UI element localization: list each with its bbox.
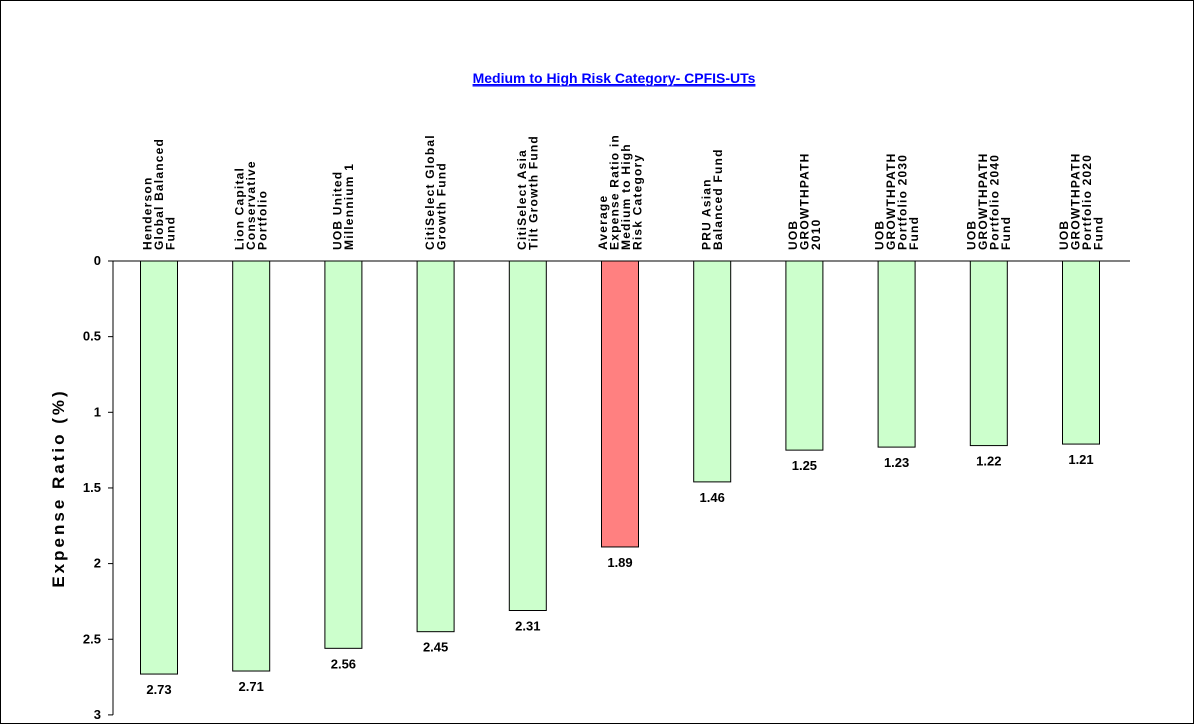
data-label: 2.56 <box>331 656 356 671</box>
data-label: 1.21 <box>1068 452 1093 467</box>
bar <box>1062 260 1100 445</box>
category-label-line: Balanced Fund <box>711 148 725 250</box>
axes: 0 0.5 1 1.5 2 2.5 3 <box>83 253 1130 722</box>
bar <box>232 260 271 672</box>
category-label-line: Medium to High <box>619 143 633 250</box>
category-label-line: Lion Capital <box>233 167 247 250</box>
category-label-line: Conservative <box>244 160 258 250</box>
bar <box>416 260 455 633</box>
bars <box>140 260 1100 675</box>
category-label-line: Growth Fund <box>434 162 448 250</box>
category-label-line: CitiSelect Global <box>423 134 437 250</box>
category-label-line: Expense Ratio in <box>607 134 621 250</box>
data-label: 2.45 <box>423 640 448 655</box>
bar <box>508 260 547 612</box>
category-label-line: Fund <box>907 216 921 250</box>
y-tick-label: 3 <box>94 707 101 722</box>
bar <box>969 260 1008 447</box>
bar <box>324 260 363 649</box>
category-label-line: Portfolio <box>256 190 270 250</box>
category-label-line: CitiSelect Asia <box>515 149 529 250</box>
data-label: 2.31 <box>515 619 540 634</box>
data-label: 2.71 <box>239 679 264 694</box>
y-tick-label: 2.5 <box>83 631 101 646</box>
bar <box>785 260 824 451</box>
y-tick-label: 1 <box>94 404 101 419</box>
category-label-line: Global Balanced <box>152 138 166 250</box>
data-label: 1.25 <box>792 458 817 473</box>
category-label-line: Millennium 1 <box>342 163 356 250</box>
y-axis-label: Expense Ratio (%) <box>49 388 68 587</box>
bar <box>877 260 916 448</box>
data-label: 1.46 <box>700 490 725 505</box>
data-label: 1.23 <box>884 455 909 470</box>
category-label-line: Fund <box>999 216 1013 250</box>
category-label-line: GROWTHPATH <box>797 152 811 250</box>
bar-average <box>601 260 639 548</box>
category-label-line: Henderson <box>141 177 155 250</box>
category-label-line: Portfolio 2020 <box>1080 154 1094 250</box>
category-label-line: UOB <box>786 220 800 250</box>
category-label-line: PRU Asian <box>699 178 713 250</box>
category-label-line: UOB <box>965 220 979 250</box>
data-label: 1.89 <box>607 555 632 570</box>
y-tick-label: 2 <box>94 556 101 571</box>
category-label-line: UOB <box>872 220 886 250</box>
category-label-line: Fund <box>1091 216 1105 250</box>
category-label-line: Tilt Growth Fund <box>527 135 541 250</box>
data-label: 1.22 <box>976 454 1001 469</box>
category-label-line: UOB United <box>331 171 345 250</box>
category-label-line: GROWTHPATH <box>976 152 990 250</box>
category-label-line: Portfolio 2040 <box>988 154 1002 250</box>
bar <box>693 260 732 483</box>
y-tick-label: 0.5 <box>83 329 101 344</box>
chart-title: Medium to High Risk Category- CPFIS-UTs <box>473 70 756 86</box>
category-label-line: Average <box>596 195 610 250</box>
category-label-line: UOB <box>1057 220 1071 250</box>
category-label-line: Risk Category <box>630 154 644 250</box>
y-tick-label: 1.5 <box>83 480 101 495</box>
bar <box>140 260 178 675</box>
category-label-line: GROWTHPATH <box>884 152 898 250</box>
category-label-line: 2010 <box>809 219 823 251</box>
category-label-line: Fund <box>164 216 178 250</box>
data-labels: 2.73 2.71 2.56 2.45 2.31 1.89 1.46 1.25 1.23 1.22… <box>146 452 1093 697</box>
y-tick-label: 0 <box>94 253 101 268</box>
category-label-line: GROWTHPATH <box>1068 152 1082 250</box>
category-label-line: Portfolio 2030 <box>895 154 909 250</box>
data-label: 2.73 <box>146 682 171 697</box>
